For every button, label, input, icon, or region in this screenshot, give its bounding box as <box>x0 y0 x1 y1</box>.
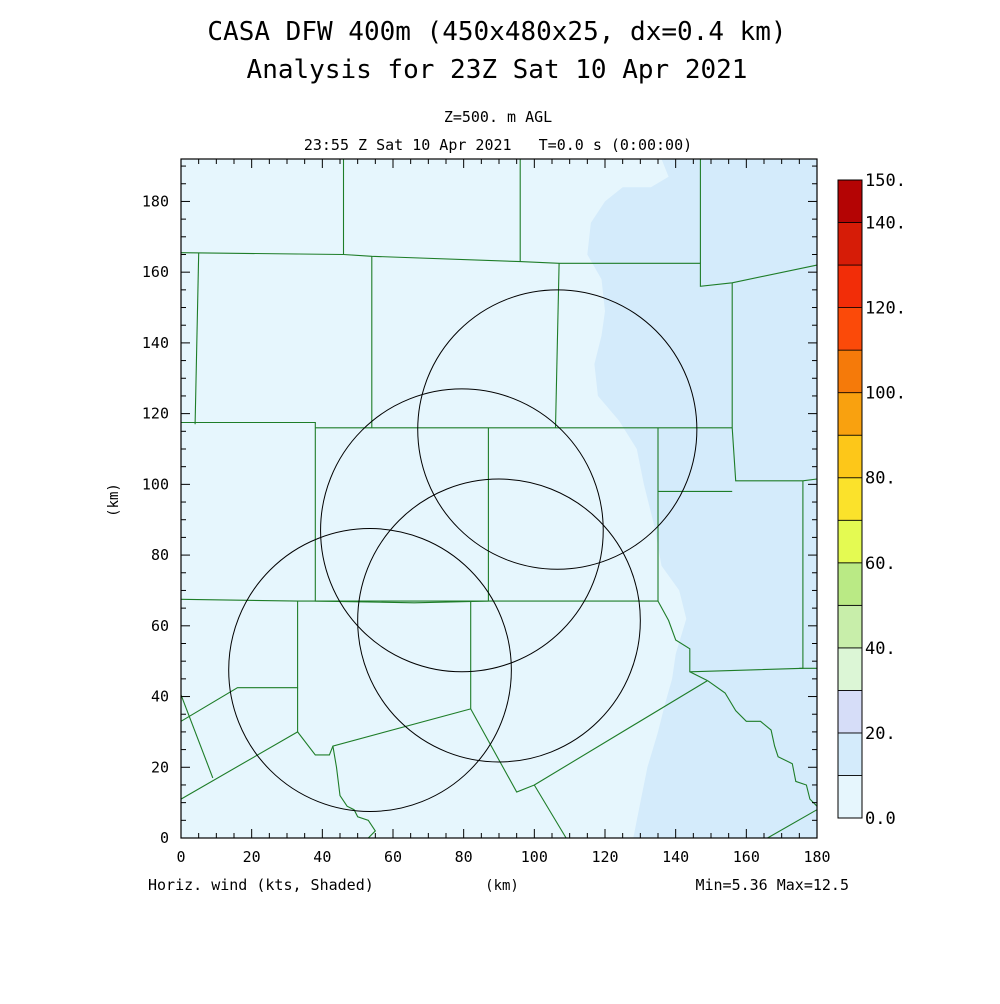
range-ring-2 <box>320 388 604 673</box>
y-tick-label: 140 <box>142 334 169 352</box>
x-tick-label: 180 <box>803 848 830 866</box>
county-boundary-line <box>731 282 818 482</box>
county-boundary-line <box>554 263 560 428</box>
field-label: Horiz. wind (kts, Shaded) <box>148 876 374 894</box>
x-tick-label: 0 <box>176 848 185 866</box>
county-boundary-line <box>180 708 471 800</box>
colorbar-bin <box>837 604 863 649</box>
x-tick-label: 20 <box>243 848 261 866</box>
y-tick-label: 120 <box>142 405 169 423</box>
x-tick-label: 160 <box>733 848 760 866</box>
colorbar-bin <box>837 179 863 223</box>
county-boundary-line <box>657 600 708 682</box>
y-tick-label: 20 <box>151 758 169 776</box>
county-boundaries <box>180 159 818 839</box>
chart-title: CASA DFW 400m (450x480x25, dx=0.4 km) <box>207 17 786 47</box>
colorbar-label: 20. <box>865 724 896 744</box>
colorbar-label: 60. <box>865 554 896 574</box>
y-tick-label: 60 <box>151 617 169 635</box>
colorbar-frame <box>837 179 863 819</box>
colorbar: 0.0 20. 40. 60. 80. 100. 120. 140. 150. <box>837 171 906 829</box>
level-label: Z=500. m AGL <box>444 108 552 126</box>
x-tick-label: 60 <box>384 848 402 866</box>
county-boundary-line <box>470 708 567 839</box>
county-boundary-line <box>767 809 818 839</box>
colorbar-bin <box>837 562 863 606</box>
colorbar-bin <box>837 477 863 521</box>
shaded-region-1 <box>576 159 817 838</box>
colorbar-bin <box>837 732 863 776</box>
colorbar-label: 40. <box>865 639 896 659</box>
chart-subtitle: Analysis for 23Z Sat 10 Apr 2021 <box>247 55 748 85</box>
county-boundary-line <box>194 252 200 425</box>
county-boundary-line <box>180 598 658 602</box>
colorbar-bin <box>837 392 863 436</box>
x-axis: 0 20 40 60 80 100 120 140 160 180 <box>176 159 831 866</box>
y-tick-label: 80 <box>151 546 169 564</box>
range-ring-4 <box>228 528 512 812</box>
range-ring-3 <box>357 478 641 763</box>
y-tick-label: 0 <box>160 829 169 847</box>
y-tick-label: 160 <box>142 263 169 281</box>
radar-range-rings <box>228 289 698 812</box>
colorbar-label: 0.0 <box>865 809 896 829</box>
county-boundary-line <box>180 694 214 779</box>
county-boundary-line <box>332 746 377 839</box>
y-tick-label: 100 <box>142 475 169 493</box>
county-boundary-line <box>707 680 818 807</box>
x-tick-label: 80 <box>455 848 473 866</box>
y-tick-label: 40 <box>151 688 169 706</box>
colorbar-bin <box>837 307 863 351</box>
y-axis: 0 20 40 60 80 100 120 140 160 180 <box>142 165 817 847</box>
colorbar-bin <box>837 434 863 479</box>
colorbar-bin <box>837 690 863 734</box>
shaded-wind-field <box>576 159 817 838</box>
colorbar-bin <box>837 775 863 819</box>
y-tick-label: 180 <box>142 192 169 210</box>
x-axis-label: (km) <box>485 878 519 894</box>
colorbar-label: 80. <box>865 469 896 489</box>
range-ring-1 <box>417 289 698 570</box>
y-axis-label: (km) <box>106 483 122 517</box>
colorbar-label: 150. <box>865 171 906 191</box>
colorbar-bin <box>837 222 863 266</box>
county-boundary-line <box>180 601 299 722</box>
county-boundary-line <box>534 680 708 786</box>
x-tick-label: 40 <box>313 848 331 866</box>
colorbar-bin <box>837 519 863 564</box>
colorbar-label: 140. <box>865 214 906 234</box>
colorbar-label: 100. <box>865 384 906 404</box>
map-plot: 0 20 40 60 80 100 120 140 160 180 0 20 40 60 80 100 120… <box>142 158 831 866</box>
time-label: 23:55 Z Sat 10 Apr 2021 T=0.0 s (0:00:00… <box>304 136 692 154</box>
colorbar-label: 120. <box>865 299 906 319</box>
x-tick-label: 140 <box>662 848 689 866</box>
stats-label: Min=5.36 Max=12.5 <box>695 876 849 894</box>
x-tick-label: 100 <box>521 848 548 866</box>
colorbar-bin <box>837 349 863 394</box>
x-tick-label: 120 <box>591 848 618 866</box>
colorbar-bin <box>837 647 863 691</box>
colorbar-bin <box>837 264 863 309</box>
